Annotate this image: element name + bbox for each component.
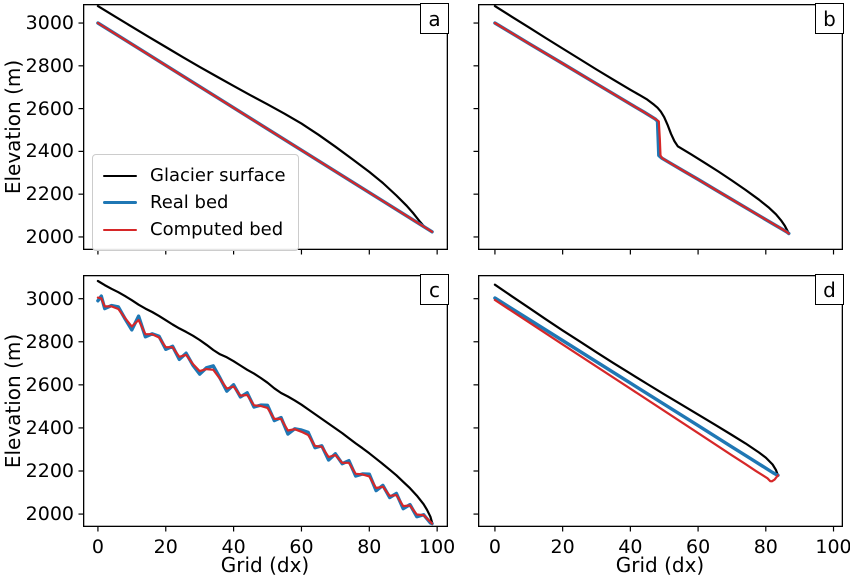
x-axis-label-panel-c: Grid (dx) xyxy=(220,553,310,577)
y-tick-label: 2600 xyxy=(25,97,74,120)
panel-letter-d: d xyxy=(815,274,844,305)
x-tick-label: 80 xyxy=(753,536,778,558)
y-tick-label: 2800 xyxy=(25,330,74,353)
legend-item-real-bed: Real bed xyxy=(103,189,286,216)
series-glacier-surface xyxy=(493,4,790,235)
series-real-bed xyxy=(493,21,791,236)
panel-b: b xyxy=(473,3,844,255)
plot-area-c xyxy=(78,274,449,532)
legend-label-real-bed: Real bed xyxy=(150,192,229,213)
y-tick-label: 2400 xyxy=(25,416,74,439)
panel-a: a Glacier surface Real bed Computed bed xyxy=(78,3,449,255)
series-glacier-surface xyxy=(96,279,434,524)
y-axis-label-bottom-row: Elevation (m) xyxy=(1,333,25,469)
x-tick-label: 40 xyxy=(618,536,643,558)
panel-letter-a: a xyxy=(420,3,449,34)
legend-line-real-bed xyxy=(103,201,137,204)
panel-letter-c: c xyxy=(420,274,449,305)
legend-label-computed-bed: Computed bed xyxy=(150,219,284,240)
plot-area-b xyxy=(473,3,844,255)
y-tick-label: 2200 xyxy=(25,460,74,482)
series-computed-bed xyxy=(96,21,434,233)
y-axis-label-top-row: Elevation (m) xyxy=(1,59,25,195)
x-tick-label: 0 xyxy=(488,536,501,558)
y-tick-label: 2200 xyxy=(25,183,74,206)
legend-item-glacier-surface: Glacier surface xyxy=(103,162,286,189)
y-tick-label: 3000 xyxy=(25,12,74,35)
panel-d: d xyxy=(473,274,844,532)
legend-line-computed-bed xyxy=(103,228,137,231)
series-real-bed xyxy=(96,294,434,526)
series-glacier-surface xyxy=(493,283,780,477)
legend-label-glacier-surface: Glacier surface xyxy=(150,165,286,186)
plot-area-d xyxy=(473,274,844,532)
series-computed-bed xyxy=(493,21,790,235)
panel-letter-b: b xyxy=(815,3,844,34)
series-glacier-surface xyxy=(96,4,434,233)
x-tick-label: 100 xyxy=(815,536,850,558)
y-tick-label: 3000 xyxy=(25,287,74,310)
x-tick-label: 20 xyxy=(153,536,178,558)
x-tick-label: 60 xyxy=(685,536,711,558)
y-tick-label: 2600 xyxy=(25,373,74,396)
y-tick-label: 2000 xyxy=(25,503,74,526)
y-tick-label: 2800 xyxy=(25,54,74,77)
x-tick-label: 20 xyxy=(550,536,575,558)
legend-item-computed-bed: Computed bed xyxy=(103,216,286,243)
y-tick-label: 2400 xyxy=(25,140,74,163)
x-axis-label-panel-d: Grid (dx) xyxy=(615,553,705,577)
panel-c: c xyxy=(78,274,449,532)
y-tick-label: 2000 xyxy=(25,225,74,248)
x-tick-label: 60 xyxy=(289,536,314,558)
series-real-bed xyxy=(493,296,780,478)
x-tick-label: 100 xyxy=(419,536,456,558)
x-tick-label: 0 xyxy=(91,536,104,558)
series-computed-bed xyxy=(493,298,780,483)
legend: Glacier surface Real bed Computed bed xyxy=(92,154,299,251)
x-tick-label: 80 xyxy=(357,536,382,558)
legend-line-glacier-surface xyxy=(103,174,137,177)
series-computed-bed xyxy=(96,296,434,525)
x-tick-label: 40 xyxy=(221,536,246,558)
